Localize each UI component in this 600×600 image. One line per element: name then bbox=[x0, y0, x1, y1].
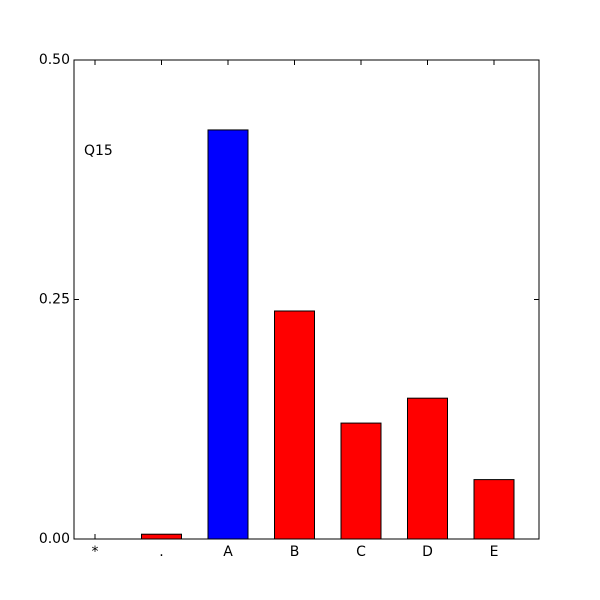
bar bbox=[340, 422, 382, 540]
x-tick-label: A bbox=[223, 544, 233, 560]
bar bbox=[473, 479, 515, 540]
x-tick-label: . bbox=[159, 544, 163, 560]
x-tick-label: * bbox=[92, 544, 99, 560]
bar bbox=[141, 533, 182, 540]
x-tick-label: B bbox=[290, 544, 300, 560]
annotation: Q15 bbox=[84, 143, 113, 159]
plot-frame bbox=[73, 59, 540, 540]
bar bbox=[274, 310, 315, 540]
x-tick-label: D bbox=[422, 544, 433, 560]
x-tick-label: E bbox=[490, 544, 499, 560]
bar bbox=[207, 129, 249, 540]
x-tick-label: C bbox=[356, 544, 366, 560]
bar bbox=[407, 397, 448, 540]
y-tick-label: 0.50 bbox=[39, 52, 70, 68]
y-tick-label: 0.00 bbox=[39, 531, 70, 547]
y-tick-label: 0.25 bbox=[39, 292, 70, 308]
